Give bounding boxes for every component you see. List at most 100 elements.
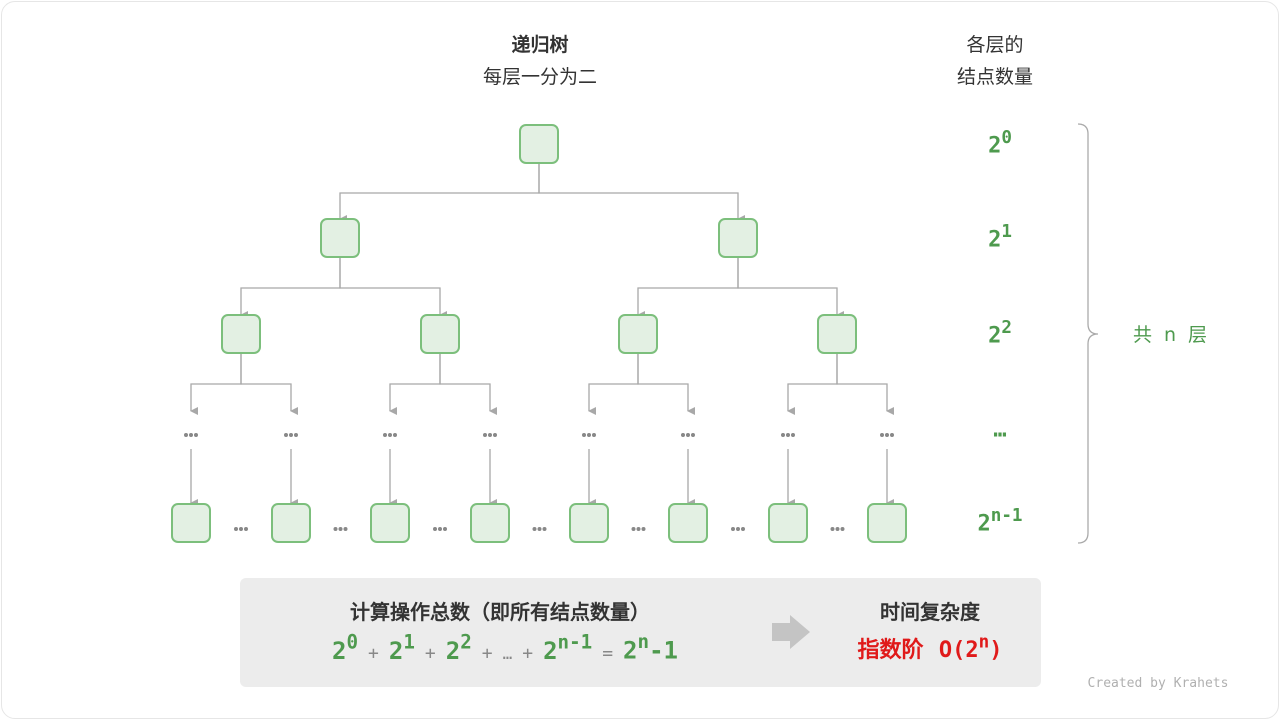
diagram-title: 递归树 bbox=[511, 34, 569, 56]
tree-edge bbox=[389, 353, 441, 415]
ellipsis-dot bbox=[781, 433, 785, 437]
level-count: 22 bbox=[940, 318, 1060, 349]
count-base: 2 bbox=[977, 511, 991, 537]
level-brace bbox=[1077, 123, 1099, 544]
levels-label: 共 n 层 bbox=[1132, 324, 1208, 346]
ellipsis-dot bbox=[890, 433, 894, 437]
tree-edge bbox=[737, 257, 844, 319]
credit: Created by Krahets bbox=[1087, 676, 1229, 691]
ellipsis-dot bbox=[393, 433, 397, 437]
plus-sign: + bbox=[424, 642, 436, 664]
term-base: 2 bbox=[388, 636, 404, 665]
right-header-line1: 各层的 bbox=[966, 34, 1024, 56]
ellipsis-dot bbox=[885, 433, 889, 437]
count-base: 2 bbox=[988, 133, 1002, 159]
count-exp: n-1 bbox=[990, 506, 1023, 526]
tree-node bbox=[618, 314, 658, 354]
result-tail: -1 bbox=[649, 636, 678, 665]
term-base: 2 bbox=[543, 636, 558, 665]
tree-edge bbox=[538, 163, 745, 223]
ellipsis-dot bbox=[542, 527, 547, 531]
tree-edge bbox=[637, 257, 739, 319]
ellipsis-dot bbox=[483, 433, 487, 437]
ellipsis-dot bbox=[239, 527, 243, 531]
count-base: … bbox=[993, 417, 1007, 443]
ellipsis-dot bbox=[791, 433, 795, 437]
level-count: 21 bbox=[940, 222, 1060, 253]
tree-edge bbox=[339, 163, 540, 223]
ellipsis-dot bbox=[493, 433, 497, 437]
level-count: … bbox=[940, 412, 1060, 443]
ellipsis-dot bbox=[736, 527, 740, 531]
equals-sign: = bbox=[602, 642, 614, 664]
ellipsis-dot bbox=[343, 527, 348, 531]
ellipsis-dot bbox=[691, 433, 695, 437]
ellipsis-dot bbox=[438, 527, 442, 531]
count-exp: 1 bbox=[1001, 222, 1012, 242]
result-base: 2 bbox=[623, 636, 638, 665]
ops-formula: 20+ 21+ 22+… +2n-1= 2n-1 bbox=[260, 630, 750, 665]
ellipsis-dot bbox=[338, 527, 343, 531]
ellipsis-dot bbox=[840, 527, 845, 531]
tree-node bbox=[271, 503, 311, 543]
ellipsis-dot bbox=[194, 433, 198, 437]
ellipsis-dot bbox=[294, 433, 298, 437]
sum-term: … bbox=[503, 644, 513, 663]
ellipsis-dot bbox=[244, 527, 248, 531]
sum-term: 2n-1 bbox=[543, 630, 592, 665]
tree-edge bbox=[240, 257, 341, 319]
term-base: … bbox=[502, 643, 513, 663]
ellipsis-dot bbox=[189, 433, 193, 437]
ellipsis-dot bbox=[636, 527, 641, 531]
count-base: 2 bbox=[988, 323, 1002, 349]
sum-term: 21 bbox=[388, 630, 415, 665]
ellipsis-dot bbox=[532, 527, 537, 531]
tree-node bbox=[817, 314, 857, 354]
ellipsis-dot bbox=[681, 433, 685, 437]
plus-sign: + bbox=[481, 642, 493, 664]
tree-node bbox=[221, 314, 261, 354]
tree-node bbox=[768, 503, 808, 543]
ellipsis-dot bbox=[786, 433, 790, 437]
term-base: 2 bbox=[445, 636, 461, 665]
complexity-prefix: O(2 bbox=[938, 638, 979, 663]
result-exp: n bbox=[637, 630, 650, 653]
tree-node bbox=[867, 503, 907, 543]
ellipsis-dot bbox=[443, 527, 447, 531]
ellipsis-dot bbox=[835, 527, 840, 531]
ellipsis-dot bbox=[234, 527, 238, 531]
ellipsis-dot bbox=[880, 433, 884, 437]
tree-node bbox=[171, 503, 211, 543]
summary-panel bbox=[240, 578, 1041, 687]
tree-node bbox=[420, 314, 460, 354]
ellipsis-dot bbox=[333, 527, 338, 531]
tree-edge bbox=[339, 257, 447, 319]
ellipsis-dot bbox=[488, 433, 492, 437]
ellipsis-dot bbox=[631, 527, 636, 531]
diagram-subtitle: 每层一分为二 bbox=[482, 66, 597, 88]
complexity-value: 指数阶 O(2n) bbox=[820, 632, 1040, 664]
plus-sign: + bbox=[368, 642, 379, 664]
ellipsis-dot bbox=[830, 527, 835, 531]
ellipsis-dot bbox=[592, 433, 596, 437]
tree-node bbox=[370, 503, 410, 543]
tree-edge bbox=[439, 353, 497, 415]
count-exp: 2 bbox=[1001, 318, 1012, 338]
sum-term: 22 bbox=[445, 630, 472, 665]
complexity-name: 指数阶 bbox=[857, 638, 924, 663]
tree-edge bbox=[240, 353, 298, 415]
ellipsis-dot bbox=[433, 527, 437, 531]
tree-node bbox=[569, 503, 609, 543]
tree-node bbox=[320, 218, 360, 258]
count-base: 2 bbox=[988, 227, 1002, 253]
tree-edge bbox=[836, 353, 894, 415]
ellipsis-dot bbox=[388, 433, 392, 437]
ellipsis-dot bbox=[582, 433, 586, 437]
complexity-title: 时间复杂度 bbox=[880, 600, 980, 624]
term-exp: 1 bbox=[403, 630, 415, 653]
term-exp: n-1 bbox=[557, 630, 593, 653]
tree-node bbox=[718, 218, 758, 258]
